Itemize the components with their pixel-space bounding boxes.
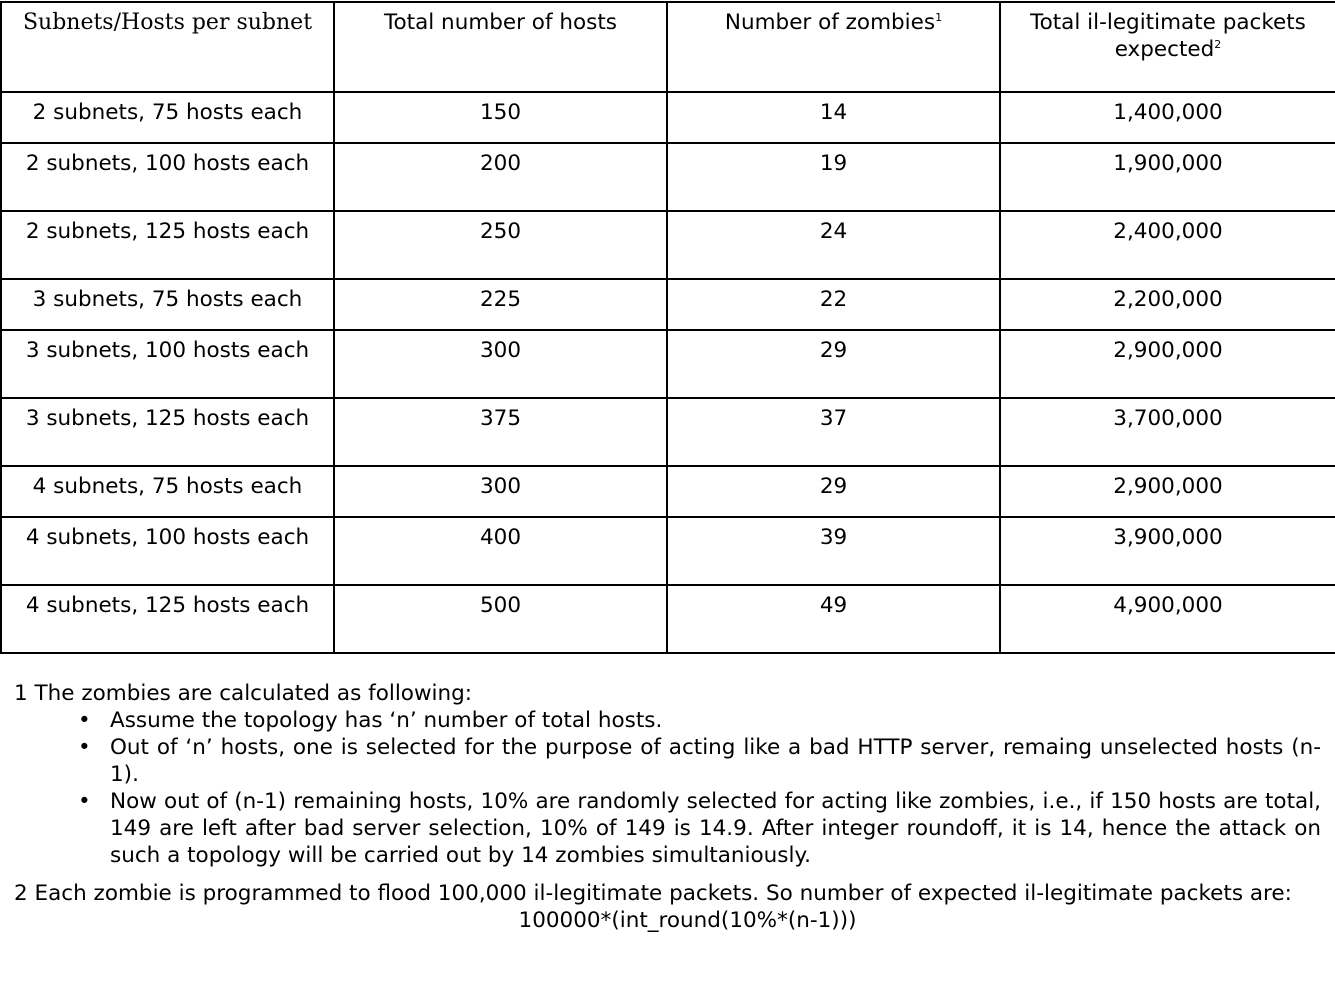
zombie-packets-table: Subnets/Hosts per subnet Total number of… bbox=[0, 1, 1335, 654]
cell-subnets-hosts: 2 subnets, 75 hosts each bbox=[0, 91, 335, 144]
cell-zombies: 29 bbox=[666, 465, 1001, 518]
cell-packets: 3,700,000 bbox=[999, 397, 1335, 467]
header-total-packets: Total il-legitimate packets expected2 bbox=[999, 1, 1335, 93]
packet-formula: 100000*(int_round(10%*(n-1))) bbox=[518, 908, 857, 933]
cell-total-hosts: 300 bbox=[333, 329, 668, 399]
table-row: 4 subnets, 125 hosts each 500 49 4,900,0… bbox=[0, 584, 1335, 654]
header-subnets-hosts: Subnets/Hosts per subnet bbox=[0, 1, 335, 93]
bullet-icon: • bbox=[78, 735, 91, 760]
cell-packets: 3,900,000 bbox=[999, 516, 1335, 586]
header-number-of-zombies: Number of zombies1 bbox=[666, 1, 1001, 93]
cell-subnets-hosts: 3 subnets, 75 hosts each bbox=[0, 278, 335, 331]
table-row: 3 subnets, 75 hosts each 225 22 2,200,00… bbox=[0, 278, 1335, 331]
bullet-text: Assume the topology has ‘n’ number of to… bbox=[110, 708, 663, 733]
bullet-item: • Out of ‘n’ hosts, one is selected for … bbox=[14, 734, 1321, 788]
cell-total-hosts: 200 bbox=[333, 142, 668, 212]
cell-zombies: 14 bbox=[666, 91, 1001, 144]
cell-total-hosts: 500 bbox=[333, 584, 668, 654]
table-row: 3 subnets, 125 hosts each 375 37 3,700,0… bbox=[0, 397, 1335, 467]
cell-packets: 2,400,000 bbox=[999, 210, 1335, 280]
cell-total-hosts: 375 bbox=[333, 397, 668, 467]
cell-subnets-hosts: 4 subnets, 125 hosts each bbox=[0, 584, 335, 654]
cell-packets: 1,400,000 bbox=[999, 91, 1335, 144]
table-row: 2 subnets, 100 hosts each 200 19 1,900,0… bbox=[0, 142, 1335, 212]
cell-subnets-hosts: 4 subnets, 100 hosts each bbox=[0, 516, 335, 586]
cell-zombies: 37 bbox=[666, 397, 1001, 467]
bullet-item: • Assume the topology has ‘n’ number of … bbox=[14, 707, 1321, 734]
table-row: 2 subnets, 125 hosts each 250 24 2,400,0… bbox=[0, 210, 1335, 280]
cell-packets: 2,900,000 bbox=[999, 465, 1335, 518]
bullet-text: Now out of (n-1) remaining hosts, 10% ar… bbox=[110, 789, 1321, 868]
cell-zombies: 39 bbox=[666, 516, 1001, 586]
table-row: 2 subnets, 75 hosts each 150 14 1,400,00… bbox=[0, 91, 1335, 144]
data-table-container: Subnets/Hosts per subnet Total number of… bbox=[0, 1, 1335, 654]
cell-total-hosts: 225 bbox=[333, 278, 668, 331]
footnote-1-title: 1 The zombies are calculated as followin… bbox=[14, 681, 473, 706]
bullet-icon: • bbox=[78, 708, 91, 733]
bullet-icon: • bbox=[78, 789, 91, 814]
cell-total-hosts: 300 bbox=[333, 465, 668, 518]
cell-subnets-hosts: 3 subnets, 100 hosts each bbox=[0, 329, 335, 399]
cell-zombies: 29 bbox=[666, 329, 1001, 399]
cell-subnets-hosts: 2 subnets, 125 hosts each bbox=[0, 210, 335, 280]
cell-packets: 2,900,000 bbox=[999, 329, 1335, 399]
header-total-hosts: Total number of hosts bbox=[333, 1, 668, 93]
bullet-text: Out of ‘n’ hosts, one is selected for th… bbox=[110, 735, 1321, 787]
cell-zombies: 19 bbox=[666, 142, 1001, 212]
cell-total-hosts: 400 bbox=[333, 516, 668, 586]
cell-packets: 4,900,000 bbox=[999, 584, 1335, 654]
cell-total-hosts: 250 bbox=[333, 210, 668, 280]
cell-subnets-hosts: 3 subnets, 125 hosts each bbox=[0, 397, 335, 467]
cell-zombies: 24 bbox=[666, 210, 1001, 280]
footnote-ref-2: 2 bbox=[1214, 38, 1222, 51]
table-header-row: Subnets/Hosts per subnet Total number of… bbox=[0, 1, 1335, 93]
footnote-2-text: 2 Each zombie is programmed to flood 100… bbox=[14, 881, 1292, 906]
cell-subnets-hosts: 4 subnets, 75 hosts each bbox=[0, 465, 335, 518]
cell-total-hosts: 150 bbox=[333, 91, 668, 144]
cell-zombies: 22 bbox=[666, 278, 1001, 331]
footnote-ref-1: 1 bbox=[935, 11, 943, 24]
footnotes: 1 The zombies are calculated as followin… bbox=[14, 680, 1321, 934]
cell-packets: 1,900,000 bbox=[999, 142, 1335, 212]
table-row: 4 subnets, 100 hosts each 400 39 3,900,0… bbox=[0, 516, 1335, 586]
cell-zombies: 49 bbox=[666, 584, 1001, 654]
cell-subnets-hosts: 2 subnets, 100 hosts each bbox=[0, 142, 335, 212]
table-row: 3 subnets, 100 hosts each 300 29 2,900,0… bbox=[0, 329, 1335, 399]
footnote-1-bullet-list: • Assume the topology has ‘n’ number of … bbox=[14, 707, 1321, 869]
table-row: 4 subnets, 75 hosts each 300 29 2,900,00… bbox=[0, 465, 1335, 518]
cell-packets: 2,200,000 bbox=[999, 278, 1335, 331]
bullet-item: • Now out of (n-1) remaining hosts, 10% … bbox=[14, 788, 1321, 869]
